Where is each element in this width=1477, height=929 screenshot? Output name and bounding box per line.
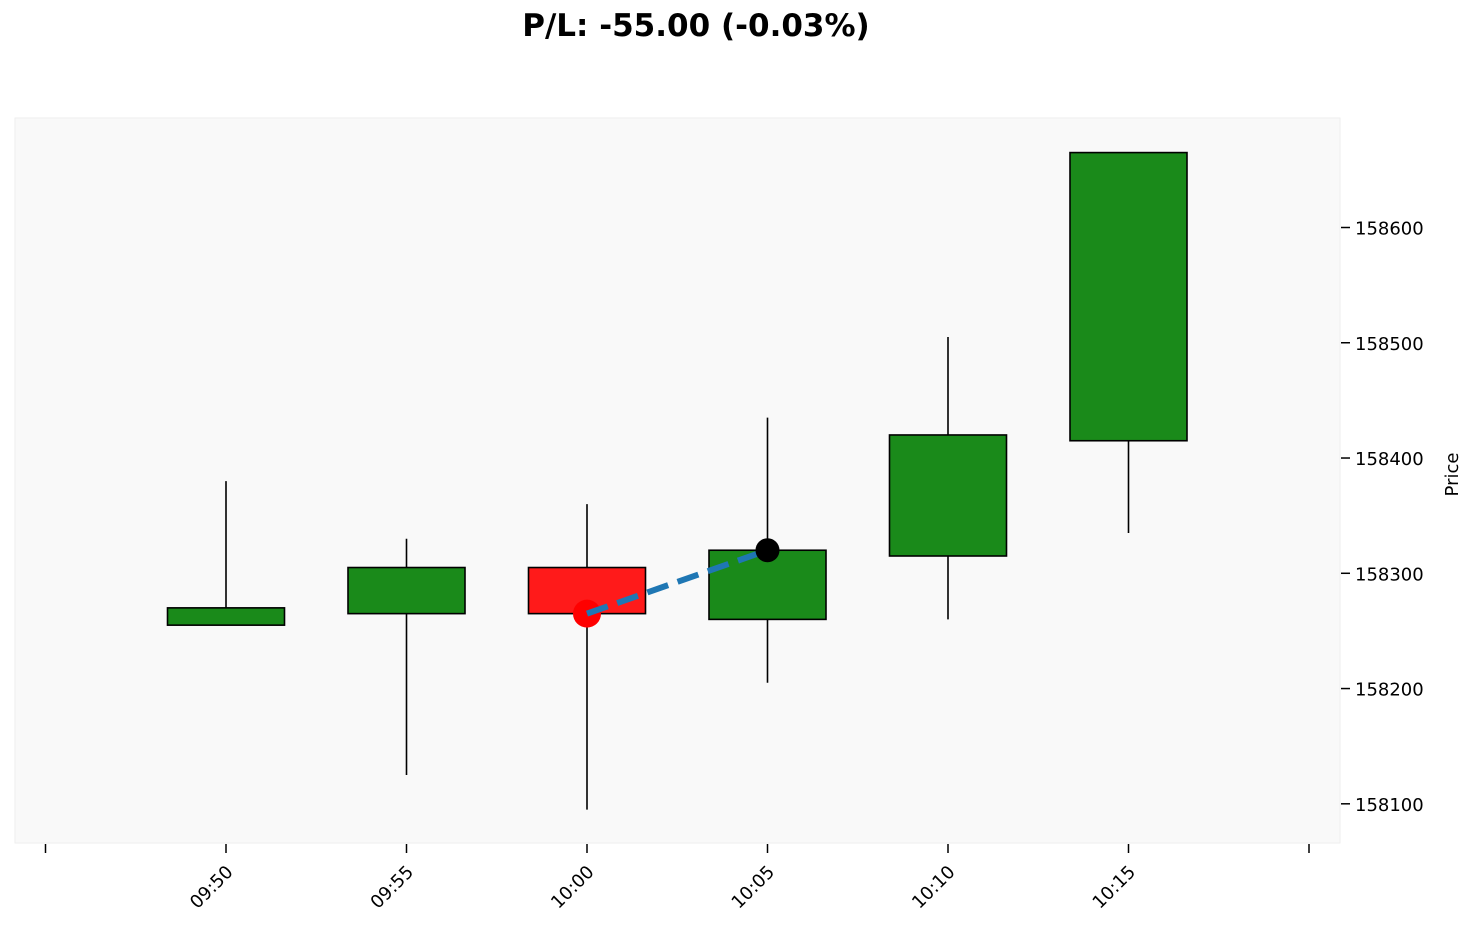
y-tick-label: 158600	[1355, 218, 1424, 239]
x-tick-label: 09:55	[367, 862, 419, 914]
x-tick-label: 10:00	[547, 862, 599, 914]
x-tick-label: 10:05	[728, 862, 780, 914]
trade-layer	[573, 538, 780, 628]
candle-body	[888, 434, 1008, 557]
candle-body	[166, 607, 286, 626]
y-axis-label: Price	[1442, 453, 1463, 497]
y-tick-label: 158400	[1355, 449, 1424, 470]
y-tick-label: 158100	[1355, 795, 1424, 816]
y-tick-label: 158200	[1355, 680, 1424, 701]
x-tick-label: 09:50	[186, 862, 238, 914]
x-axis: 09:50 09:55 10:00 10:05 10:10 10:15	[44, 844, 1310, 914]
candles-layer	[166, 151, 1188, 810]
x-tick-label: 10:10	[908, 862, 960, 914]
candle	[888, 336, 1008, 620]
exit-marker	[755, 538, 780, 563]
candle	[1069, 151, 1188, 533]
y-tick-label: 158500	[1355, 334, 1424, 355]
chart-title: P/L: -55.00 (-0.03%)	[522, 8, 870, 44]
x-tick-label: 10:15	[1089, 862, 1141, 914]
candle	[166, 481, 286, 626]
candle-body	[1069, 151, 1188, 442]
y-tick-label: 158300	[1355, 564, 1424, 585]
candle-body	[347, 566, 466, 615]
y-axis: 158100 158200 158300 158400 158500 158600	[1341, 218, 1424, 816]
candle	[347, 538, 466, 775]
